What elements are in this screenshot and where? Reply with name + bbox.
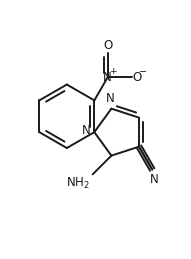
Text: O: O [133, 70, 142, 84]
Text: N: N [103, 70, 112, 84]
Text: O: O [103, 39, 112, 52]
Text: N: N [150, 173, 158, 186]
Text: N: N [82, 124, 90, 137]
Text: +: + [110, 67, 117, 76]
Text: −: − [139, 67, 147, 77]
Text: NH$_2$: NH$_2$ [66, 176, 90, 191]
Text: N: N [106, 92, 115, 105]
